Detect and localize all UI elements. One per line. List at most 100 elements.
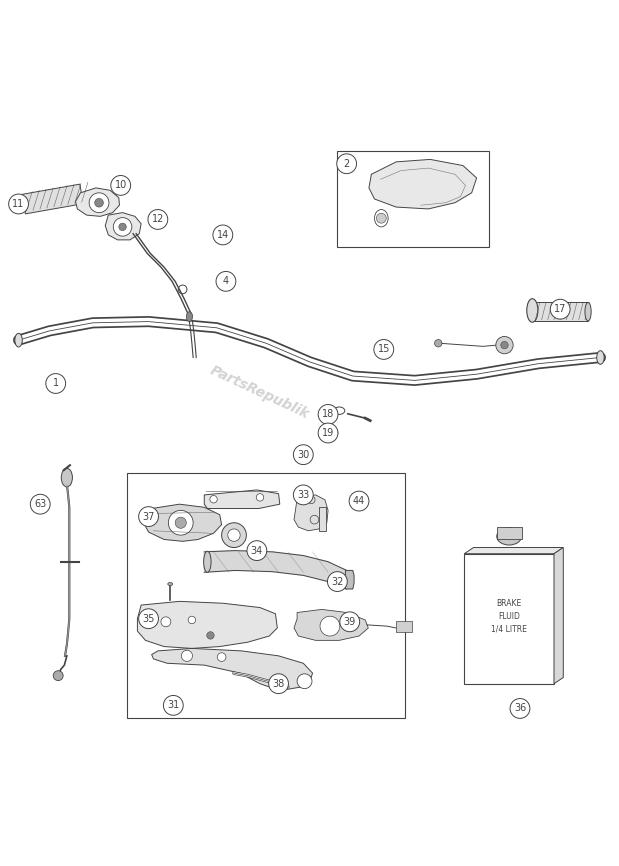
Circle shape	[53, 670, 63, 681]
Circle shape	[337, 154, 357, 174]
Bar	[319, 507, 326, 531]
Text: 39: 39	[344, 617, 356, 627]
Circle shape	[297, 674, 312, 688]
Text: 17: 17	[554, 304, 566, 314]
Polygon shape	[152, 649, 313, 689]
Circle shape	[46, 373, 66, 393]
Circle shape	[111, 176, 131, 196]
Circle shape	[374, 339, 394, 359]
Ellipse shape	[597, 351, 604, 365]
Circle shape	[213, 225, 233, 245]
Circle shape	[293, 485, 313, 505]
Circle shape	[188, 617, 196, 624]
Circle shape	[318, 423, 338, 443]
Polygon shape	[464, 547, 563, 553]
Text: 18: 18	[322, 410, 334, 419]
Text: 31: 31	[167, 701, 180, 710]
Text: 33: 33	[297, 490, 310, 500]
Polygon shape	[137, 601, 277, 649]
Circle shape	[510, 699, 530, 719]
Circle shape	[550, 300, 570, 319]
Circle shape	[293, 445, 313, 464]
Text: PartsRepublik: PartsRepublik	[208, 364, 312, 422]
Circle shape	[113, 217, 132, 236]
Bar	[464, 553, 554, 683]
Circle shape	[501, 341, 508, 349]
Circle shape	[228, 529, 240, 541]
Circle shape	[9, 194, 28, 214]
Circle shape	[139, 609, 158, 629]
Circle shape	[222, 523, 246, 547]
Polygon shape	[144, 504, 222, 541]
Text: 2: 2	[344, 158, 350, 169]
Text: 19: 19	[322, 428, 334, 438]
Text: 35: 35	[142, 614, 155, 624]
Text: 32: 32	[331, 577, 344, 586]
Circle shape	[163, 695, 183, 715]
Ellipse shape	[15, 333, 22, 347]
Circle shape	[216, 271, 236, 291]
Circle shape	[435, 339, 442, 347]
Polygon shape	[554, 547, 563, 683]
Bar	[497, 527, 522, 540]
Circle shape	[207, 631, 214, 639]
Ellipse shape	[527, 299, 538, 322]
Bar	[337, 152, 489, 248]
Text: 38: 38	[272, 679, 285, 688]
Polygon shape	[294, 610, 368, 640]
Polygon shape	[532, 302, 588, 321]
Circle shape	[320, 617, 340, 636]
Text: 63: 63	[34, 499, 46, 509]
Ellipse shape	[585, 302, 591, 321]
Circle shape	[247, 540, 267, 560]
Text: 44: 44	[353, 496, 365, 506]
Polygon shape	[76, 188, 119, 216]
Circle shape	[30, 494, 50, 514]
Bar	[396, 621, 412, 632]
Circle shape	[210, 495, 217, 503]
Text: 1: 1	[53, 378, 59, 389]
Text: 11: 11	[12, 199, 25, 209]
Text: 30: 30	[297, 449, 310, 460]
Circle shape	[175, 517, 186, 528]
Ellipse shape	[374, 210, 388, 227]
Circle shape	[181, 650, 193, 662]
Ellipse shape	[497, 527, 522, 545]
Circle shape	[148, 210, 168, 229]
Circle shape	[217, 653, 226, 662]
Text: 10: 10	[115, 180, 127, 191]
Circle shape	[95, 198, 103, 207]
Circle shape	[333, 430, 338, 436]
Ellipse shape	[168, 583, 173, 585]
Polygon shape	[294, 494, 328, 531]
Text: BRAKE
FLUID
1/4 LITRE: BRAKE FLUID 1/4 LITRE	[491, 599, 527, 633]
Circle shape	[376, 213, 386, 223]
Text: 37: 37	[142, 512, 155, 521]
Polygon shape	[22, 184, 84, 214]
Circle shape	[256, 494, 264, 501]
Circle shape	[327, 572, 347, 591]
Polygon shape	[345, 571, 354, 589]
Circle shape	[89, 193, 109, 213]
Circle shape	[161, 617, 171, 627]
Polygon shape	[204, 490, 280, 508]
Polygon shape	[105, 213, 141, 240]
Circle shape	[340, 612, 360, 631]
Ellipse shape	[204, 552, 211, 572]
Text: 15: 15	[378, 345, 390, 354]
Circle shape	[318, 404, 338, 424]
Polygon shape	[204, 551, 347, 589]
Text: 36: 36	[514, 703, 526, 714]
Circle shape	[139, 507, 158, 527]
Text: 12: 12	[152, 215, 164, 224]
Circle shape	[168, 510, 193, 535]
Circle shape	[349, 491, 369, 511]
Circle shape	[496, 336, 513, 354]
Ellipse shape	[186, 312, 193, 321]
Circle shape	[269, 674, 288, 694]
Text: 14: 14	[217, 229, 229, 240]
Bar	[127, 473, 405, 718]
Ellipse shape	[61, 469, 72, 487]
Polygon shape	[369, 159, 477, 209]
Text: 34: 34	[251, 546, 263, 556]
